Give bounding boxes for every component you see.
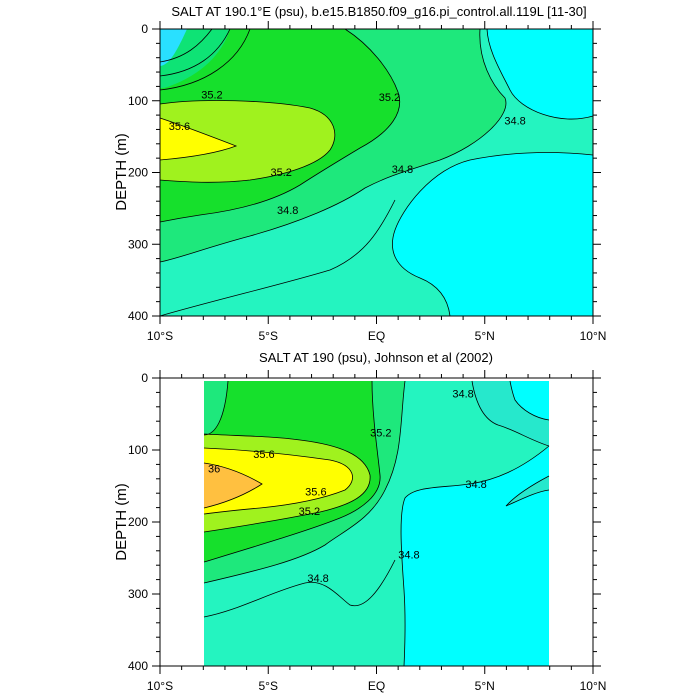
- panel2-contour-label: 35.2: [370, 427, 391, 439]
- panel2-x-tick-label: 10°N: [580, 679, 607, 693]
- panel2-x-tick-labels: 10°S 5°S EQ 5°N 10°N: [147, 679, 606, 693]
- panel2-band-34.4-34.6-top: [510, 381, 549, 420]
- panel1-y-tick-label: 300: [128, 237, 148, 251]
- panel1-contour-label: 34.8: [504, 115, 525, 127]
- panel2-y-tick-labels: 0 100 200 300 400: [128, 371, 148, 673]
- panel2-band-gt36.0: [204, 463, 262, 508]
- panel2-y-tick-label: 400: [128, 659, 148, 673]
- panel2-y-tick-label: 100: [128, 443, 148, 457]
- panel2-band-35.6-36.0: [204, 448, 353, 514]
- panel1-contour-label: 34.8: [277, 205, 298, 217]
- panel1-x-tick-label: 5°S: [259, 329, 278, 343]
- panel1-contour-label: 35.6: [169, 121, 190, 133]
- panel2-y-tick-label: 200: [128, 515, 148, 529]
- panel1-y-tick-labels: 0 100 200 300 400: [128, 22, 148, 323]
- panel1-band-lt34.4: [160, 29, 187, 66]
- panel1-contour-label: 35.2: [271, 167, 292, 179]
- panel1-y-tick-label: 200: [128, 166, 148, 180]
- panel1-contour-lines: [159, 28, 594, 317]
- panel1-y-tick-label: 100: [128, 94, 148, 108]
- panel1-contour-label: 35.2: [379, 92, 400, 104]
- panel2-x-tick-label: 5°N: [475, 679, 495, 693]
- panel2-contour-label: 34.8: [452, 388, 473, 400]
- panel2-contour-label: 34.8: [465, 479, 486, 491]
- panel1-band-34.4-34.8: [392, 29, 593, 316]
- panel1-x-tick-label: 10°S: [147, 329, 173, 343]
- panel2-contour-labels: 34.8 35.2 35.6 36 34.8 35.6 35.2 34.8 34.8: [208, 388, 487, 584]
- panel1-x-tick-label: EQ: [368, 329, 385, 343]
- panel1-contour-labels: 35.2 35.6 35.2 34.8 35.2 34.8 34.8: [169, 90, 526, 218]
- panel2-y-tick-label: 300: [128, 587, 148, 601]
- panel2-title: SALT AT 190 (psu), Johnson et al (2002): [259, 350, 493, 365]
- panel2-contour-label: 36: [208, 463, 220, 475]
- panel1-band-34.4-34.8-top: [160, 29, 230, 88]
- panel1-y-tick-label: 0: [141, 22, 148, 36]
- panel2-contour-label: 34.8: [398, 550, 419, 562]
- panel1-x-tick-labels: 10°S 5°S EQ 5°N 10°N: [147, 329, 606, 343]
- panel2-contour-label: 35.2: [299, 506, 320, 518]
- panel2-contour-label: 35.6: [305, 486, 326, 498]
- panel1-y-tick-label: 400: [128, 309, 148, 323]
- panel1-contour-label: 34.8: [392, 164, 413, 176]
- panel2-contour-label: 34.8: [307, 573, 328, 585]
- panel1-band-35.4-35.6: [160, 100, 335, 183]
- panel2-y-axis-label: DEPTH (m): [113, 483, 130, 561]
- panel2-contour-lines: [203, 380, 550, 667]
- panel2-x-tick-label: 10°S: [147, 679, 173, 693]
- panel2-y-tick-label: 0: [141, 371, 148, 385]
- panel2-band-34.6-34.8: [506, 476, 549, 506]
- panel1-title: SALT AT 190.1°E (psu), b.e15.B1850.f09_g…: [171, 4, 586, 19]
- panel2-contour-label: 35.6: [253, 449, 274, 461]
- panel1-y-axis-label: DEPTH (m): [113, 133, 130, 211]
- panel1-x-tick-label: 5°N: [475, 329, 495, 343]
- panel2-ticks: [152, 370, 601, 674]
- panel1-plot: 35.2 35.6 35.2 34.8 35.2 34.8 34.8: [159, 28, 594, 317]
- panel1-contour-label: 35.2: [201, 90, 222, 102]
- panel1-band-35.6-36.0: [160, 118, 236, 160]
- panel2-plot: 34.8 35.2 35.6 36 34.8 35.6 35.2 34.8 34.8: [203, 380, 550, 667]
- panel1-x-tick-label: 10°N: [580, 329, 607, 343]
- panel2-x-tick-label: 5°S: [259, 679, 278, 693]
- panel1-ticks: [152, 21, 601, 324]
- panel2-x-tick-label: EQ: [368, 679, 385, 693]
